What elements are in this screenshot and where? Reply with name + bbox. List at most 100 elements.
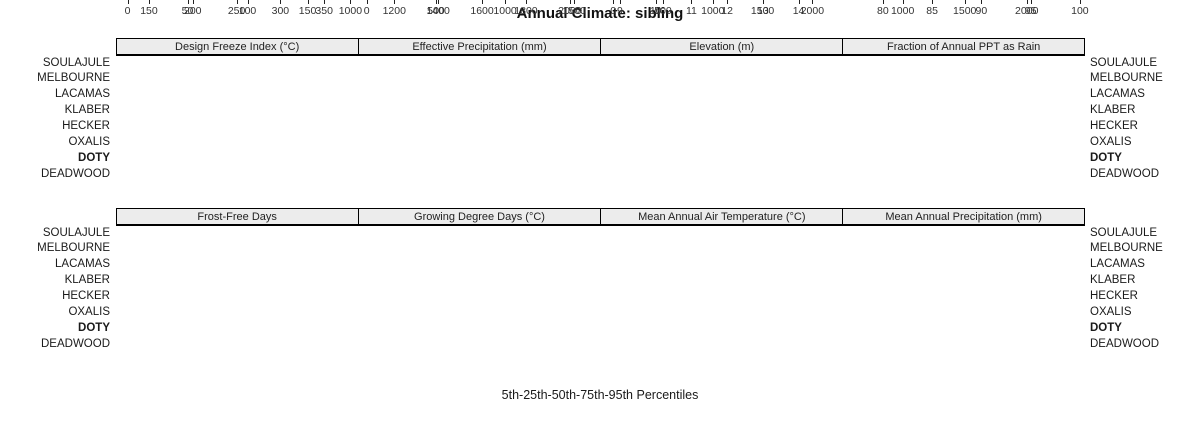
site-label-left-klaber: KLABER (64, 104, 110, 117)
axis-tick-label: 1500 (750, 5, 775, 17)
axis-tick-label: 9 (617, 5, 623, 17)
axis-tick (663, 0, 664, 4)
site-label-right-oxalis: OXALIS (1090, 306, 1132, 318)
axis-tick-label: 0 (363, 5, 370, 17)
axis-tick-label: 200 (184, 5, 202, 17)
axis-tick-label: 90 (975, 5, 988, 17)
site-label-right-deadwood: DEADWOOD (1090, 337, 1159, 350)
site-label-left-soulajule: SOULAJULE (42, 56, 110, 69)
axis-tick-label: 2000 (800, 5, 825, 17)
axis-tick-label: 10 (649, 5, 662, 17)
axis-tick-label: 2000 (1015, 5, 1039, 17)
site-label-left-deadwood: DEADWOOD (41, 337, 110, 350)
site-label-right-doty: DOTY (1090, 321, 1122, 334)
panel-strip-effective-precipitation: Effective Precipitation (mm) (357, 38, 601, 55)
axis-tick-label: 0 (610, 5, 617, 17)
axis-tick-label: 13 (756, 5, 769, 17)
axis-tick-label: 11 (685, 5, 697, 17)
site-label-left-hecker: HECKER (62, 120, 110, 133)
axis-tick-label: 1000 (493, 5, 517, 17)
axis-tick (762, 0, 764, 4)
axis-tick (435, 0, 437, 4)
axis-tick-label: 150 (140, 5, 158, 17)
axis-tick (574, 0, 576, 4)
axis-tick-label: 14 (792, 5, 805, 17)
axis-tick-label: 80 (877, 5, 889, 17)
site-label-right-klaber: KLABER (1090, 274, 1136, 287)
axis-tick-label: 1000 (338, 5, 363, 17)
axis-caption: 5th-25th-50th-75th-95th Percentiles (501, 388, 699, 402)
x-axis-mean-annual-precipitation: 1000 1500 2000 (842, 0, 1084, 20)
panel-growing-degree-days (357, 225, 601, 226)
axis-tick (192, 0, 194, 4)
site-label-left-oxalis: OXALIS (68, 306, 110, 318)
axis-tick-label: 250 (227, 5, 246, 17)
panel-strip-title: Elevation (m) (689, 40, 755, 53)
x-axis-effective-precipitation: 0 500 1000 1500 (358, 0, 600, 20)
site-label-right-hecker: HECKER (1090, 120, 1138, 133)
axis-tick-label: 95 (1024, 5, 1037, 17)
site-label-left-klaber: KLABER (64, 274, 110, 287)
axis-tick (932, 0, 934, 4)
panel-strip-title: Effective Precipitation (mm) (412, 40, 547, 53)
axis-tick (127, 0, 129, 4)
site-label-right-melbourne: MELBOURNE (1090, 242, 1163, 255)
site-label-left-oxalis: OXALIS (68, 136, 110, 148)
axis-tick (619, 0, 621, 4)
panel-strip-elevation: Elevation (m) (600, 38, 843, 55)
panel-elevation (600, 55, 843, 56)
axis-tick-label: 1600 (470, 5, 494, 17)
panel-strip-frost-free-days: Frost-Free Days (115, 208, 358, 225)
site-label-left-lacamas: LACAMAS (55, 258, 110, 271)
axis-tick-label: 1500 (953, 5, 977, 17)
axis-tick (1026, 0, 1028, 4)
panel-frost-free-days (115, 225, 358, 226)
panel-strip-title: Growing Degree Days (°C) (414, 210, 545, 223)
axis-tick-label: 500 (427, 5, 445, 17)
site-label-right-doty: DOTY (1090, 151, 1122, 164)
site-label-left-lacamas: LACAMAS (55, 88, 110, 101)
axis-tick-label: 0 (124, 5, 131, 17)
x-axis-growing-degree-days: 1000 1200 1400 1600 1800 2000 (339, 0, 600, 20)
x-axis-frost-free-days: 150 200 250 300 350 (116, 0, 358, 20)
panel-strip-title: Fraction of Annual PPT as Rain (887, 40, 1041, 53)
site-label-right-deadwood: DEADWOOD (1090, 167, 1159, 180)
site-label-right-lacamas: LACAMAS (1090, 258, 1145, 271)
axis-tick (569, 0, 571, 4)
axis-tick (280, 0, 282, 4)
axis-tick (350, 0, 352, 4)
site-label-right-soulajule: SOULAJULE (1090, 56, 1158, 69)
axis-tick-label: 100 (1071, 5, 1089, 17)
axis-tick-label: 350 (315, 5, 333, 17)
site-label-left-deadwood: DEADWOOD (41, 167, 110, 180)
axis-tick-label: 300 (271, 5, 290, 17)
axis-tick (655, 0, 657, 4)
site-label-right-lacamas: LACAMAS (1090, 88, 1145, 101)
axis-tick (812, 0, 814, 4)
axis-tick-label: 150 (298, 5, 317, 17)
site-label-left-doty: DOTY (78, 151, 110, 164)
site-label-left-soulajule: SOULAJULE (42, 226, 110, 239)
panel-strip-title: Design Freeze Index (°C) (175, 40, 300, 53)
axis-tick (613, 0, 615, 4)
axis-tick-label: 50 (181, 5, 194, 17)
site-label-right-hecker: HECKER (1090, 290, 1138, 303)
axis-tick (482, 0, 484, 4)
panel-design-freeze-index (115, 55, 358, 56)
x-axis-design-freeze-index: 0 50 100 150 (116, 0, 358, 20)
axis-tick (148, 0, 150, 4)
axis-tick (505, 0, 507, 4)
axis-tick (882, 0, 884, 4)
site-label-right-oxalis: OXALIS (1090, 136, 1132, 148)
panel-strip-growing-degree-days: Growing Degree Days (°C) (357, 208, 601, 225)
axis-tick (525, 0, 527, 4)
axis-tick (307, 0, 309, 4)
axis-tick-label: 1200 (382, 5, 406, 17)
axis-tick (236, 0, 238, 4)
axis-tick (366, 0, 368, 4)
axis-tick-label: 1400 (426, 5, 450, 17)
panel-strip-design-freeze-index: Design Freeze Index (°C) (115, 38, 358, 55)
panel-effective-precipitation (357, 55, 601, 56)
axis-tick (187, 0, 189, 4)
